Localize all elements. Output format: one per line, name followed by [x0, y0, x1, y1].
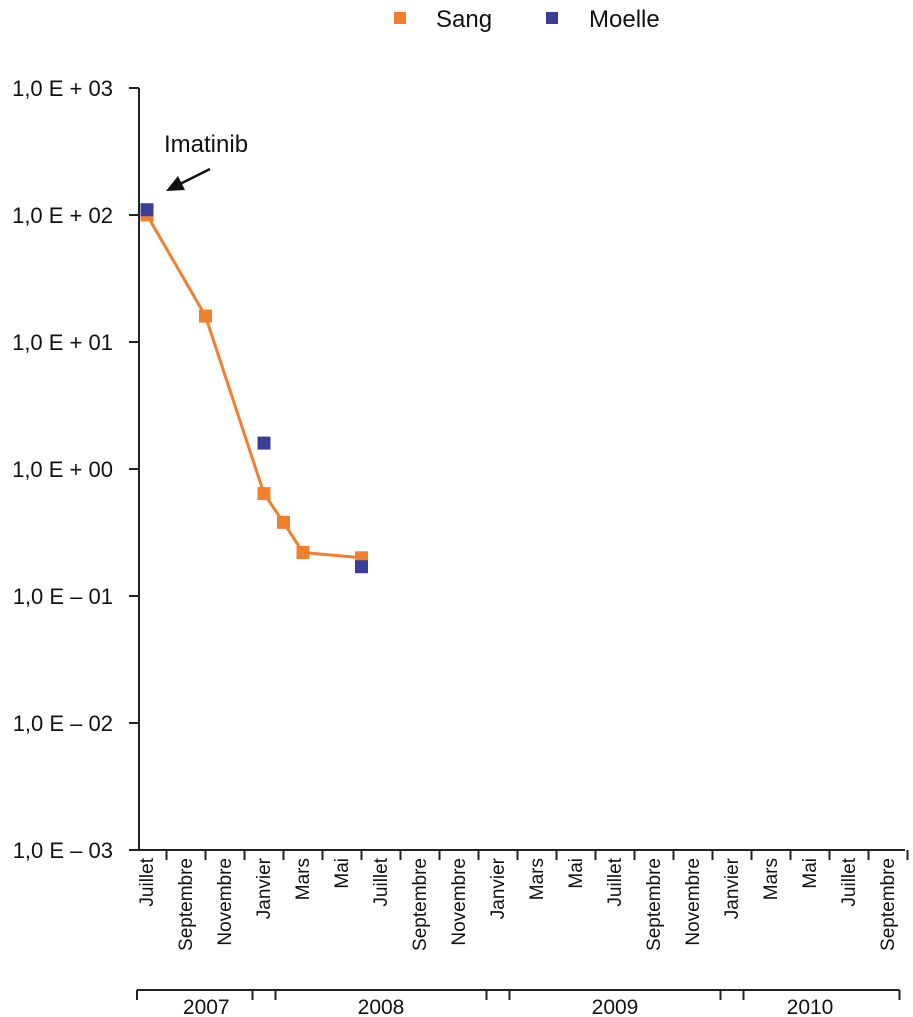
data-point-moelle: [257, 436, 271, 450]
annotation-label: Imatinib: [164, 131, 248, 158]
x-tick-label: Mars: [293, 858, 314, 900]
y-tick-label: 1,0 E + 00: [12, 457, 113, 482]
x-tick-label: Janvier: [488, 857, 509, 919]
x-tick-label: Septembre: [176, 858, 197, 951]
x-tick-label: Septembre: [644, 858, 665, 951]
x-tick-label: Juillet: [371, 857, 392, 906]
x-tick-label: Mai: [332, 858, 353, 889]
data-point-moelle: [355, 560, 368, 574]
year-label: 2008: [358, 996, 405, 1017]
data-point-sang: [277, 515, 290, 529]
y-tick-label: 1,0 E – 02: [13, 711, 113, 736]
x-tick-label: Mai: [566, 858, 587, 889]
y-tick-label: 1,0 E + 01: [12, 330, 113, 355]
data-point-sang: [199, 309, 212, 323]
data-point-sang: [296, 546, 310, 560]
x-tick-label: Juillet: [605, 857, 626, 906]
x-tick-label: Mars: [761, 858, 782, 900]
legend-swatch: [394, 12, 406, 24]
y-tick-label: 1,0 E – 01: [13, 584, 113, 609]
axes: 1,0 E + 03 1,0 E + 02 1,0 E + 01 1,0 E + 00…: [12, 76, 909, 1017]
legend: Sang Moelle: [394, 6, 660, 33]
y-tick-label: 1,0 E – 03: [13, 838, 113, 863]
x-tick-label: Septembre: [410, 858, 431, 951]
x-tick-label: Janvier: [722, 857, 743, 919]
legend-swatch: [546, 12, 558, 24]
x-tick-label: Septembre: [878, 858, 899, 951]
annotation-arrow-head: [166, 176, 185, 191]
data-point-moelle: [140, 203, 154, 217]
x-tick-label: Juillet: [839, 857, 860, 906]
legend-label: Sang: [436, 6, 492, 33]
legend-item-sang: Sang: [394, 6, 492, 33]
data-point-sang: [257, 487, 271, 501]
y-tick-label: 1,0 E + 03: [12, 76, 113, 101]
x-tick-label: Novembre: [683, 858, 704, 946]
x-tick-label: Novembre: [449, 858, 470, 946]
x-tick-label: Janvier: [254, 857, 275, 919]
year-label: 2007: [183, 996, 230, 1017]
legend-item-moelle: Moelle: [546, 6, 660, 33]
series-line-sang: [145, 214, 362, 560]
year-label: 2010: [787, 996, 834, 1017]
annotation-arrow-line: [179, 167, 211, 186]
x-tick-label: Mai: [800, 858, 821, 889]
legend-label: Moelle: [589, 6, 660, 33]
x-tick-label: Novembre: [215, 858, 236, 946]
x-tick-label: Juillet: [137, 857, 158, 906]
year-label: 2009: [592, 996, 639, 1017]
series-layer: [140, 203, 368, 574]
x-tick-label: Mars: [527, 858, 548, 900]
y-tick-label: 1,0 E + 02: [12, 203, 113, 228]
annotation: Imatinib: [164, 131, 248, 191]
